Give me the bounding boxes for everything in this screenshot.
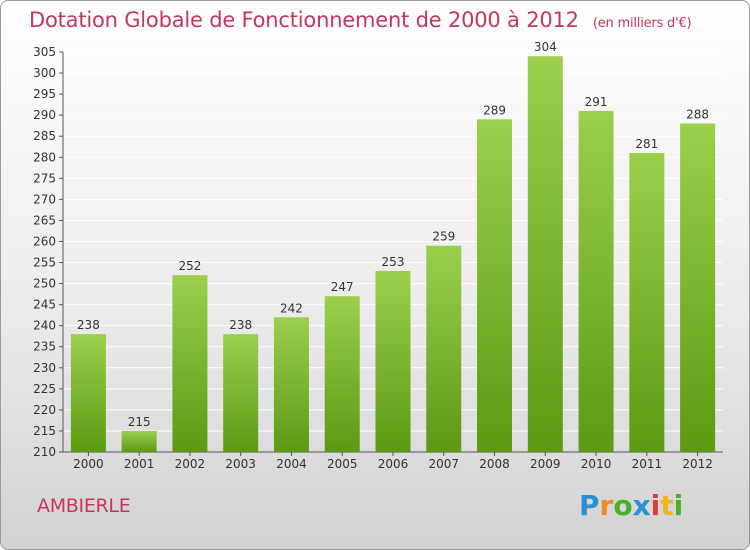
x-tick-label-2004: 2004 <box>276 457 307 471</box>
y-tick-label-4: 230 <box>33 361 56 375</box>
x-tick-label-2009: 2009 <box>530 457 561 471</box>
y-tick-label-14: 280 <box>33 150 56 164</box>
bar-2002 <box>172 275 208 452</box>
logo-letter: i <box>673 489 684 522</box>
value-label-2001: 215 <box>128 415 151 429</box>
y-tick-label-5: 235 <box>33 340 56 354</box>
y-tick-label-19: 305 <box>33 45 56 59</box>
proxiti-logo[interactable]: Proxiti <box>579 489 683 522</box>
value-label-2012: 288 <box>686 108 709 122</box>
x-axis-ticks: 2000 2001 2002 2003 2004 2005 2006 2007 2008 2009… <box>73 452 713 471</box>
logo-letter: P <box>579 489 600 522</box>
x-tick-label-2007: 2007 <box>428 457 459 471</box>
bars <box>70 56 716 453</box>
value-labels: 238 215 252 238 242 247 253 259 289 304 291 281 288 <box>77 40 709 429</box>
logo-letter: o <box>613 489 633 522</box>
value-label-2002: 252 <box>178 259 201 273</box>
y-tick-label-9: 255 <box>33 256 56 270</box>
logo-letter: t <box>660 489 674 522</box>
y-tick-label-16: 290 <box>33 108 56 122</box>
logo-letter: i <box>650 489 661 522</box>
y-tick-label-10: 260 <box>33 234 56 248</box>
value-label-2009: 304 <box>534 40 557 54</box>
bar-2008 <box>477 119 513 453</box>
y-tick-label-18: 300 <box>33 66 56 80</box>
value-label-2011: 281 <box>635 137 658 151</box>
y-tick-label-8: 250 <box>33 277 56 291</box>
x-tick-label-2003: 2003 <box>225 457 256 471</box>
logo-letter: x <box>632 489 651 522</box>
bar-2007 <box>426 245 462 452</box>
y-tick-label-17: 295 <box>33 87 56 101</box>
commune-name: AMBIERLE <box>37 495 131 517</box>
value-label-2008: 289 <box>483 103 506 117</box>
bar-2006 <box>375 270 411 452</box>
y-tick-label-12: 270 <box>33 192 56 206</box>
bar-chart: 210 215 220 225 230 235 240 245 250 255 260 265 270 2… <box>33 40 723 471</box>
x-tick-label-2002: 2002 <box>175 457 206 471</box>
bar-2009 <box>527 56 563 453</box>
x-tick-label-2008: 2008 <box>479 457 510 471</box>
x-tick-label-2005: 2005 <box>327 457 358 471</box>
value-label-2005: 247 <box>331 280 354 294</box>
y-tick-label-0: 210 <box>33 445 56 459</box>
bar-2005 <box>324 296 360 452</box>
y-tick-label-7: 245 <box>33 298 56 312</box>
x-tick-label-2000: 2000 <box>73 457 104 471</box>
y-tick-label-15: 285 <box>33 129 56 143</box>
bar-2004 <box>273 317 309 452</box>
y-tick-label-13: 275 <box>33 171 56 185</box>
value-label-2003: 238 <box>229 318 252 332</box>
bar-2012 <box>680 123 716 452</box>
y-tick-label-11: 265 <box>33 213 56 227</box>
bar-2010 <box>578 110 614 453</box>
bar-2001 <box>121 430 157 452</box>
bar-2000 <box>70 334 106 452</box>
y-tick-label-6: 240 <box>33 319 56 333</box>
bar-2011 <box>629 153 665 453</box>
value-label-2006: 253 <box>382 255 405 269</box>
value-label-2000: 238 <box>77 318 100 332</box>
chart-title-text: Dotation Globale de Fonctionnement de 20… <box>29 8 579 32</box>
value-label-2007: 259 <box>432 230 455 244</box>
y-tick-label-3: 225 <box>33 382 56 396</box>
bar-2003 <box>223 334 259 452</box>
chart-subtitle: (en milliers d'€) <box>592 16 692 31</box>
chart-title: Dotation Globale de Fonctionnement de 20… <box>29 8 692 32</box>
value-label-2004: 242 <box>280 301 303 315</box>
x-tick-label-2006: 2006 <box>378 457 409 471</box>
y-axis-ticks: 210 215 220 225 230 235 240 245 250 255 260 265 270 2… <box>33 45 63 459</box>
y-tick-label-2: 220 <box>33 403 56 417</box>
logo-letter: r <box>599 489 614 522</box>
y-tick-label-1: 215 <box>33 424 56 438</box>
x-tick-label-2001: 2001 <box>124 457 155 471</box>
x-tick-label-2012: 2012 <box>682 457 713 471</box>
x-tick-label-2010: 2010 <box>581 457 612 471</box>
x-tick-label-2011: 2011 <box>632 457 663 471</box>
value-label-2010: 291 <box>585 95 608 109</box>
